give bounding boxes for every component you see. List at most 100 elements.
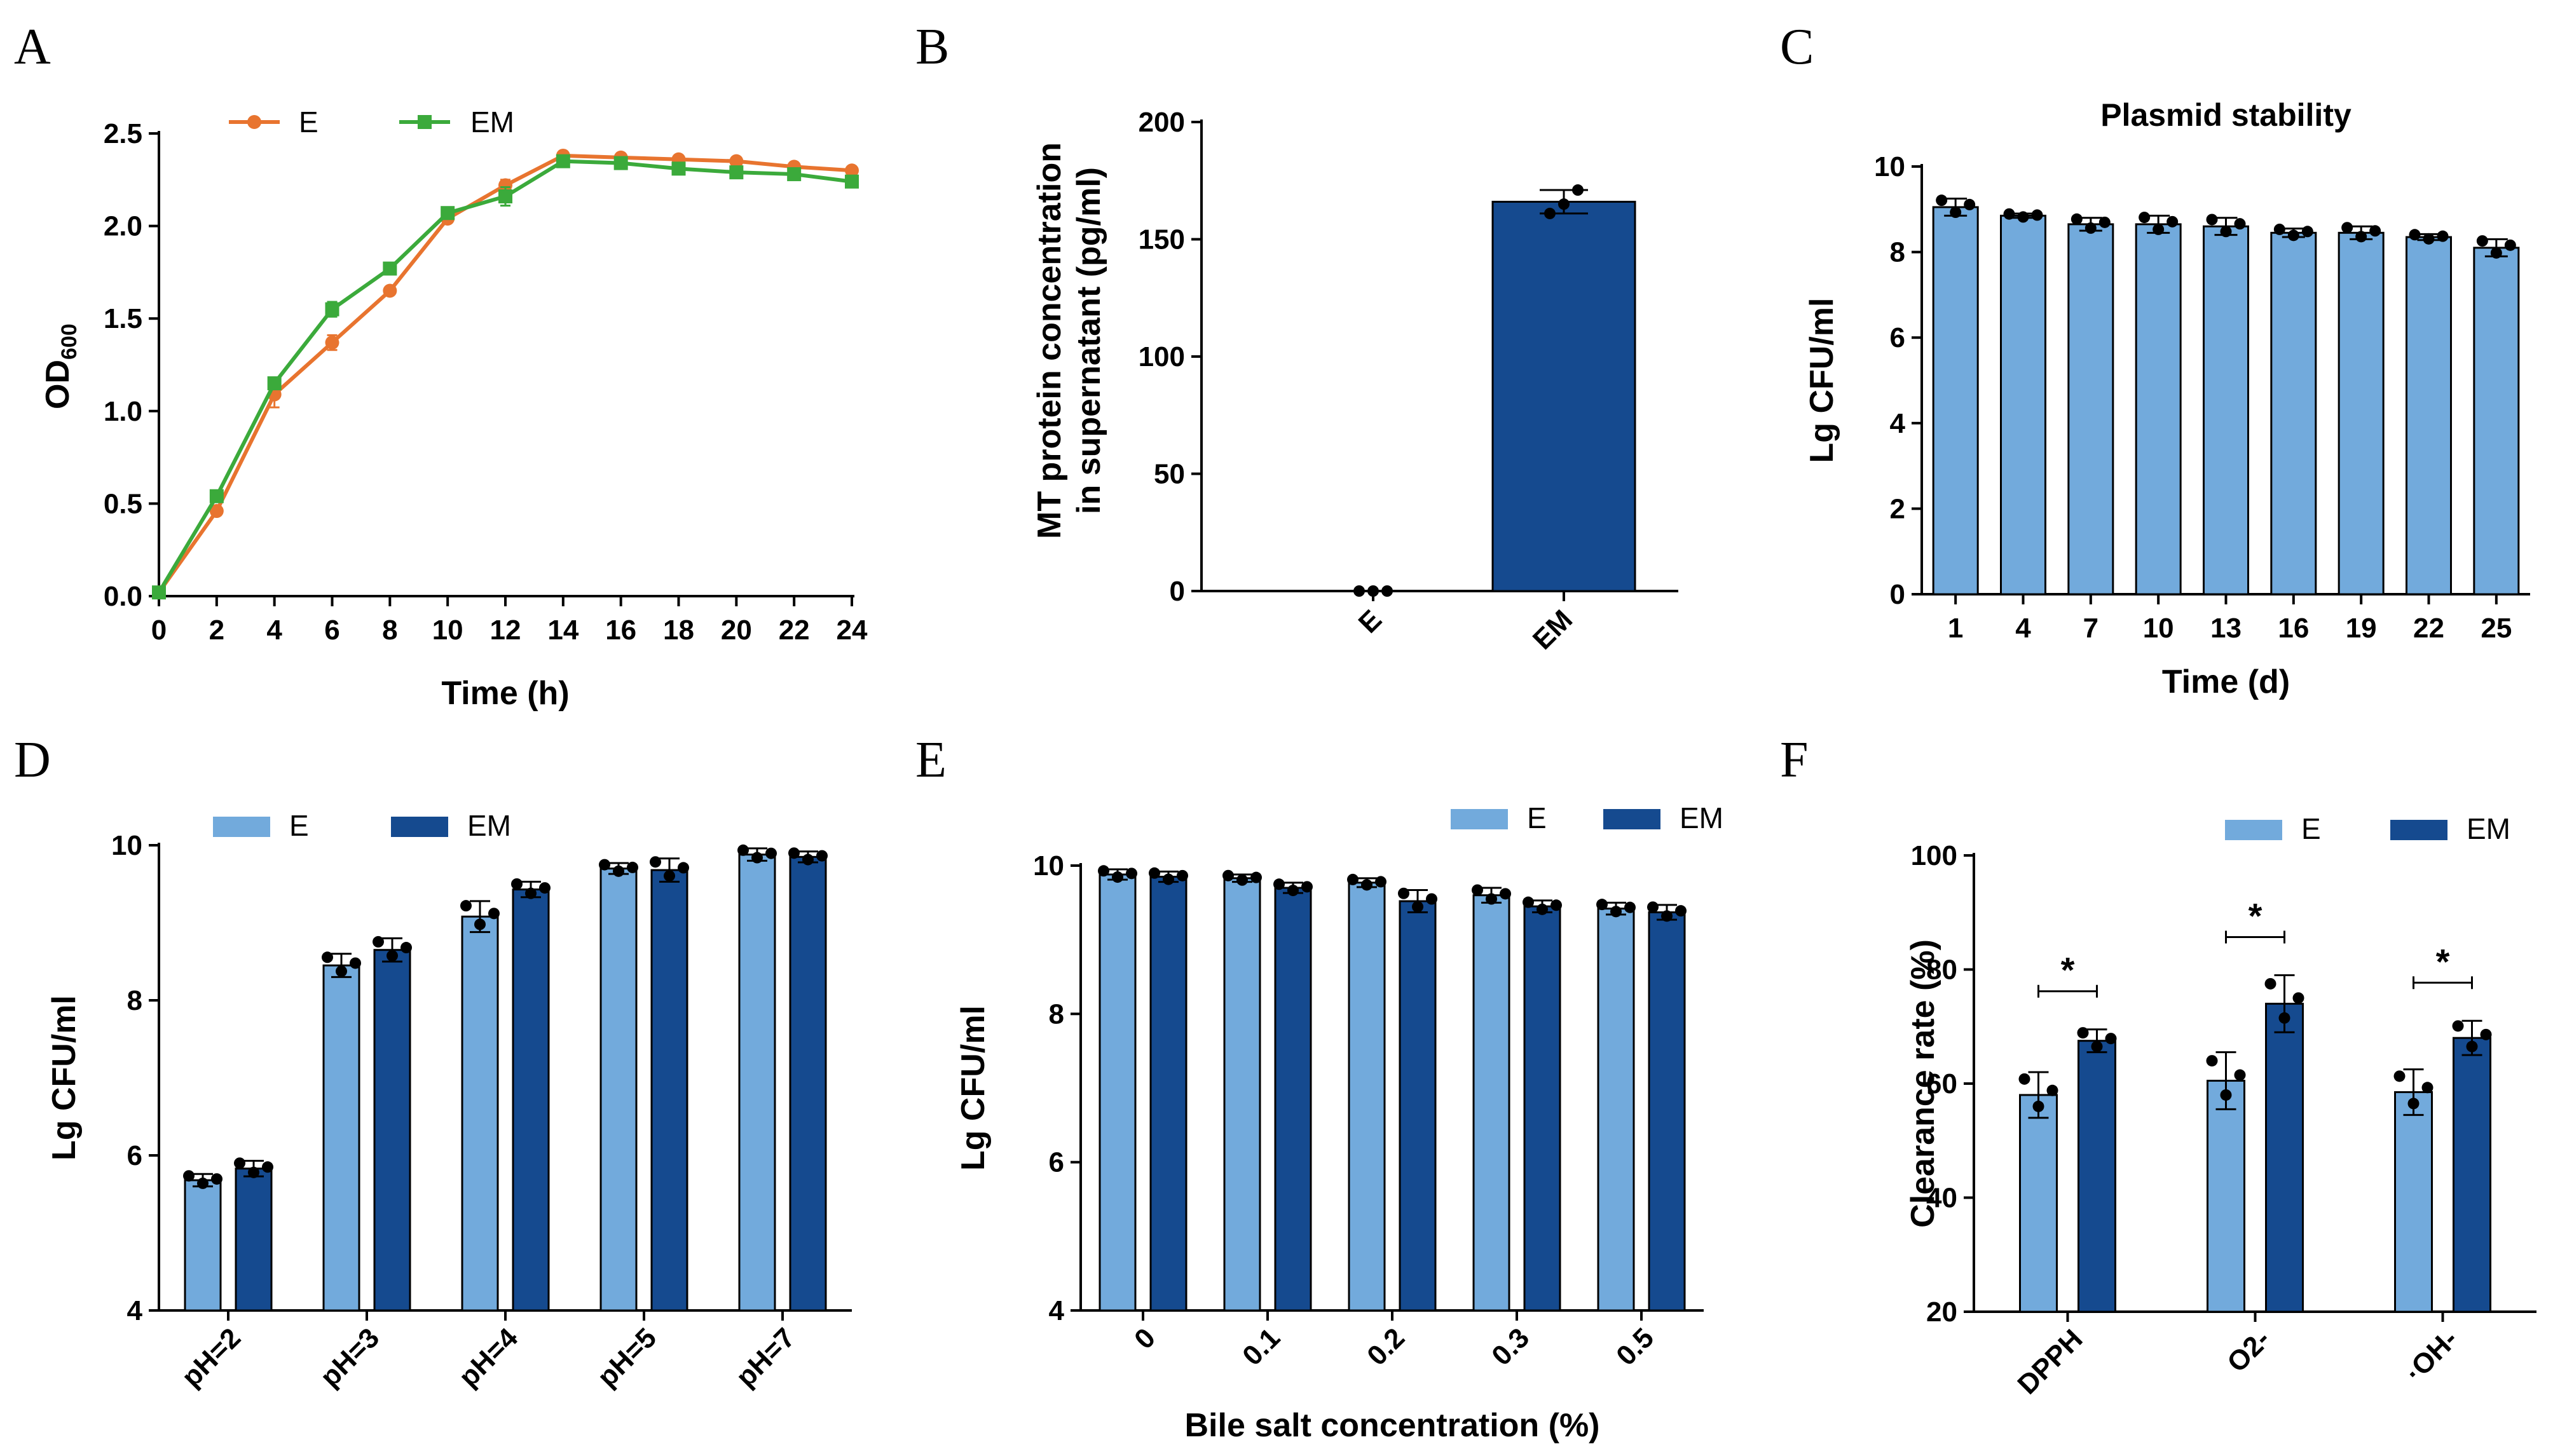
panel-f-data-point [2206,1055,2218,1067]
panel-c-bar-day-13 [2203,225,2249,595]
panel-f-x-tick-label: O2- [2221,1323,2276,1378]
panel-f-data-point [2105,1033,2117,1045]
panel-a-point-em [152,585,166,600]
panel-d-bar-em [373,949,411,1312]
panel-c-y-tick-label: 0 [1890,579,1905,610]
panel-f-bar-em [2265,1002,2304,1313]
panel-e-bar-em [1648,911,1686,1312]
panel-d-data-point [650,856,661,868]
panel-c-data-point [2084,222,2097,234]
panel-a-series-e-line [157,153,852,594]
panel-c-data-point [2071,213,2083,225]
panel-b-y-tick-label: 0 [1170,576,1185,607]
panel-d-legend-label-em: EM [467,809,511,842]
panel-d-bar-e [184,1179,222,1312]
panel-d-data-point [613,865,624,877]
panel-c-x-tick-label: 4 [2015,613,2031,644]
panel-b-x-tick-label: E [1353,604,1388,639]
panel-e-legend-label-em: EM [1680,801,1723,834]
panel-b-y-axis-label-line2: in supernatant (pg/ml) [1071,167,1107,514]
panel-e-bar-e [1597,908,1635,1312]
panel-e-y-axis-label: Lg CFU/ml [955,1005,992,1171]
panel-e-x-tick-label: 0.5 [1610,1322,1660,1371]
panel-c-x-axis-label: Time (d) [2162,663,2290,700]
panel-d-data-point [248,1166,259,1178]
panel-f-significance-star: * [2436,941,2450,981]
panel-e-bar-e [1223,877,1261,1312]
panel-c-data-point [2409,229,2421,241]
panel-label-a: A [14,19,51,75]
panel-e-x-tick-label: 0.1 [1236,1322,1286,1371]
panel-a-legend-marker-e [247,115,261,129]
panel-a-point-em [787,167,802,182]
panel-f-data-point [2018,1073,2030,1085]
panel-e-bar-e [1348,881,1386,1312]
panel-b-data-point [1558,198,1570,210]
panel-d-data-point [488,908,500,920]
panel-c-x-tick-label: 16 [2278,613,2309,644]
chart-panel-f: 20 40 60 80 100 DPPH * O2- * ·OH- * E EM Clearance ra… [1905,812,2536,1401]
panel-d-data-point [511,878,523,890]
panel-f-data-point [2046,1084,2058,1096]
panel-e-legend-swatch-em [1603,809,1660,829]
panel-c-data-point [2167,215,2179,228]
panel-d-data-point [234,1157,245,1169]
panel-d-bar-em [512,888,550,1312]
panel-a-x-tick-label: 12 [490,615,521,646]
panel-e-data-point [1177,869,1188,881]
panel-f-x-tick-label: ·OH- [2399,1323,2464,1388]
panel-e-data-point [1647,901,1659,913]
panel-e-y-tick-label: 10 [1033,850,1064,881]
panel-a-x-tick-label: 4 [266,615,282,646]
panel-e-data-point [1537,903,1548,915]
panel-c-y-tick-label: 8 [1890,237,1905,268]
panel-f-data-point [2091,1040,2103,1052]
panel-f-y-tick-label: 60 [1926,1068,1957,1099]
panel-c-data-point [2098,216,2111,228]
panel-c-data-point [2273,223,2285,235]
panel-a-x-tick-label: 18 [663,615,694,646]
panel-f-y-tick-label: 80 [1926,955,1957,986]
panel-d-data-point [678,862,689,874]
panel-d-y-tick-label: 8 [127,985,142,1016]
chart-panel-c: 0 2 4 6 8 10 1 4 7 10 13 16 19 22 25 Plasmid stability T… [1804,97,2530,700]
panel-e-data-point [1361,879,1372,891]
panel-e-data-point [1236,874,1248,886]
panel-a-x-tick-label: 22 [779,615,810,646]
panel-c-y-tick-label: 4 [1890,408,1906,439]
panel-e-bar-em [1149,876,1188,1312]
panel-d-data-point [664,870,675,882]
panel-c-data-point [2341,222,2353,234]
panel-d-y-axis-label: Lg CFU/ml [46,995,83,1160]
panel-c-data-point [2287,229,2299,242]
panel-a-x-tick-label: 14 [547,615,578,646]
panel-c-y-tick-label: 10 [1874,151,1905,182]
panel-label-b: B [915,19,949,75]
panel-a-point-em [383,261,397,276]
panel-d-data-point [816,850,828,862]
panel-a-point-em [267,376,282,391]
panel-d-data-point [262,1161,273,1173]
panel-a-x-tick-label: 2 [209,615,224,646]
panel-e-x-axis-label: Bile salt concentration (%) [1185,1407,1600,1444]
panel-c-data-point [2003,208,2015,220]
panel-a-y-axis-label: OD600 [39,323,81,409]
panel-d-data-point [322,951,333,963]
panel-f-data-point [2264,977,2276,990]
panel-c-title: Plasmid stability [2100,97,2351,133]
panel-e-data-point [1596,899,1608,911]
panel-c-bar-day-1 [1932,206,1979,595]
panel-a-x-tick-label: 10 [432,615,463,646]
panel-label-c: C [1780,19,1814,75]
panel-e-data-point [1098,865,1109,877]
panel-d-legend-label-e: E [289,809,309,842]
panel-f-legend-swatch-em [2390,820,2447,840]
panel-d-data-point [627,861,638,873]
panel-label-d: D [14,732,51,788]
panel-c-x-tick-label: 22 [2413,613,2444,644]
panel-b-bar-em [1491,200,1636,592]
panel-c-bar-day-22 [2406,236,2452,595]
panel-f-bar-e [2394,1091,2433,1313]
panel-d-data-point [400,942,412,954]
